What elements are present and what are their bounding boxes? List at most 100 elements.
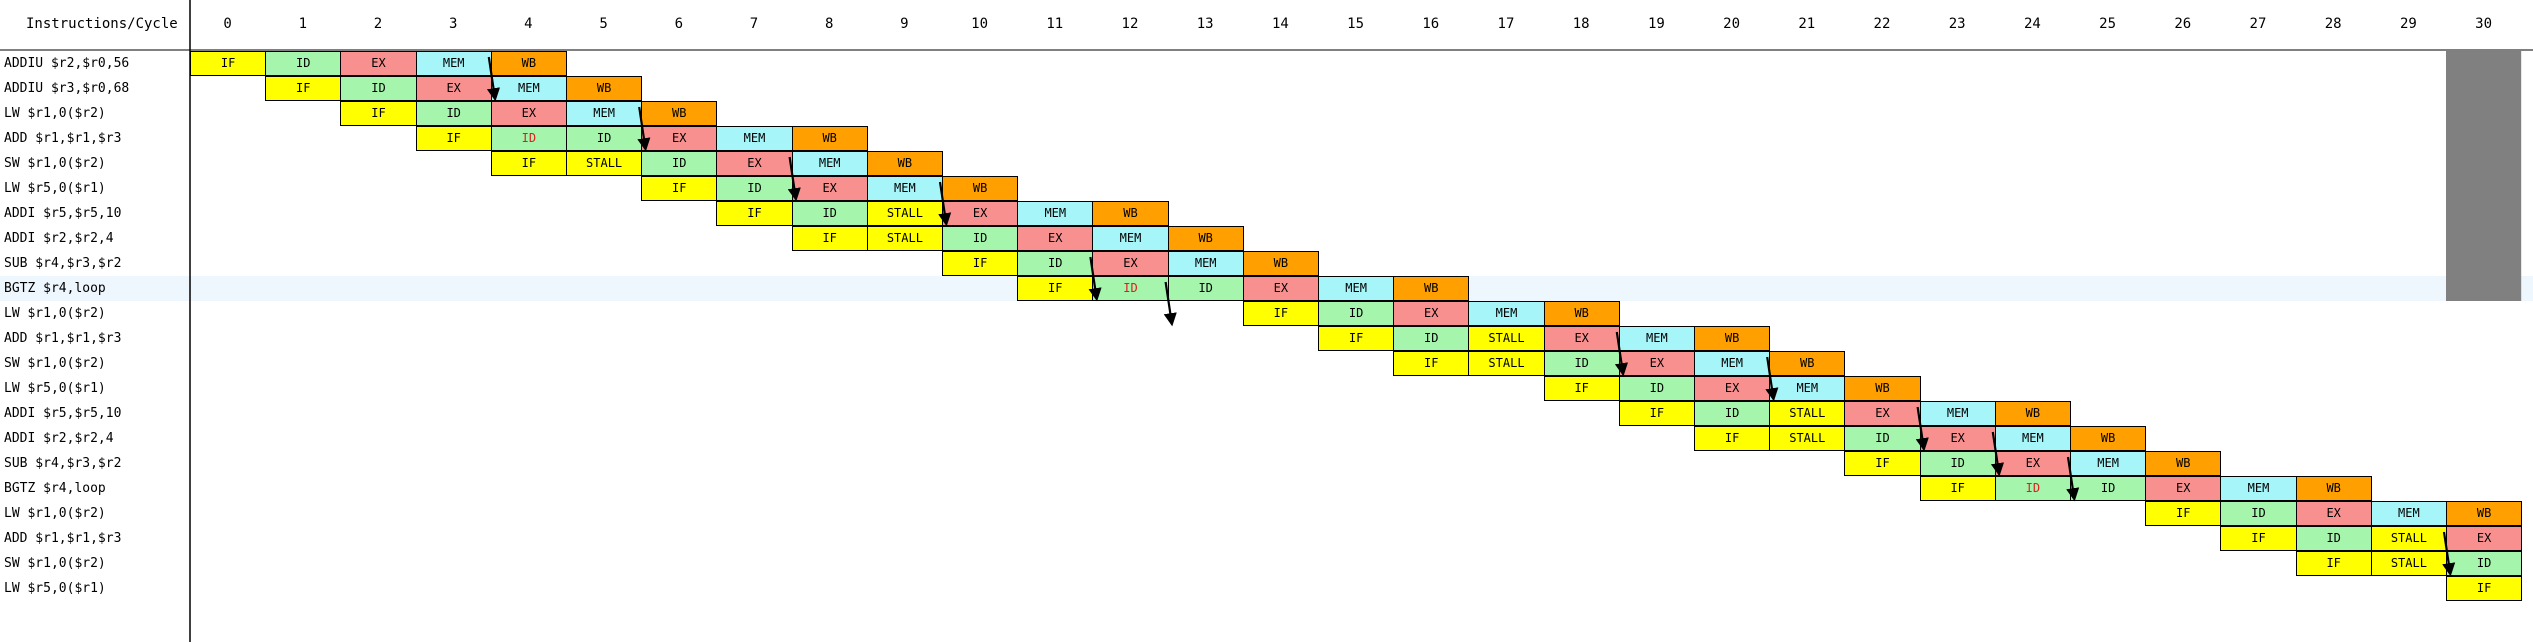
stage-cell-if: IF: [641, 176, 718, 201]
cycle-header-20: 20: [1723, 16, 1741, 32]
instruction-label: SW $r1,0($r2): [4, 356, 106, 371]
stage-cell-id: ID: [2446, 551, 2523, 576]
stage-cell-id: ID: [1167, 276, 1244, 301]
stage-cell-mem: MEM: [1694, 351, 1771, 376]
cycle-header-8: 8: [824, 16, 834, 32]
stage-cell-ex: EX: [1393, 301, 1470, 326]
stage-cell-if: IF: [1694, 426, 1771, 451]
instruction-label: SUB $r4,$r3,$r2: [4, 256, 122, 271]
stage-cell-ex: EX: [1919, 426, 1996, 451]
stage-cell-ex: EX: [1543, 326, 1620, 351]
instruction-label: LW $r5,0($r1): [4, 381, 106, 396]
stage-cell-ex: EX: [1844, 401, 1921, 426]
stage-cell-id: ID: [1318, 301, 1395, 326]
stage-cell-id: ID: [566, 126, 643, 151]
stage-cell-id: ID: [1694, 401, 1771, 426]
stage-cell-if: IF: [2295, 551, 2372, 576]
stage-cell-ex: EX: [1242, 276, 1319, 301]
instruction-label: BGTZ $r4,loop: [4, 481, 106, 496]
stage-cell-ex: EX: [641, 126, 718, 151]
stage-cell-ex: EX: [791, 176, 868, 201]
stage-cell-stall: STALL: [1769, 426, 1846, 451]
stage-cell-mem: MEM: [490, 76, 567, 101]
stage-cell-if: IF: [1318, 326, 1395, 351]
stage-cell-mem: MEM: [1994, 426, 2071, 451]
cycle-header-3: 3: [448, 16, 458, 32]
stage-cell-wb: WB: [1543, 301, 1620, 326]
stage-cell-mem: MEM: [1769, 376, 1846, 401]
stage-cell-wb: WB: [641, 101, 718, 126]
cycle-header-7: 7: [749, 16, 759, 32]
stage-cell-id: ID: [791, 201, 868, 226]
instruction-label: LW $r5,0($r1): [4, 181, 106, 196]
stage-cell-id: ID: [415, 101, 492, 126]
stage-cell-if: IF: [1919, 476, 1996, 501]
stage-cell-ex: EX: [490, 101, 567, 126]
cycle-header-10: 10: [971, 16, 989, 32]
cycle-header-16: 16: [1422, 16, 1440, 32]
stage-cell-if: IF: [340, 101, 417, 126]
stage-cell-wb: WB: [1994, 401, 2071, 426]
cycle-header-21: 21: [1798, 16, 1816, 32]
cycle-header-1: 1: [298, 16, 307, 32]
stage-cell-ex: EX: [716, 151, 793, 176]
instruction-label: ADDIU $r3,$r0,68: [4, 81, 130, 96]
cycle-header-9: 9: [900, 16, 909, 32]
stage-cell-stall: STALL: [866, 201, 943, 226]
cycle-header-19: 19: [1647, 16, 1665, 32]
stage-cell-wb: WB: [2295, 476, 2372, 501]
stage-cell-mem: MEM: [566, 101, 643, 126]
cycle-header-12: 12: [1121, 16, 1139, 32]
stage-cell-id: ID: [1919, 451, 1996, 476]
stage-cell-if: IF: [716, 201, 793, 226]
instruction-label: LW $r1,0($r2): [4, 506, 106, 521]
instruction-label: LW $r1,0($r2): [4, 306, 106, 321]
cycle-header-30: 30: [2475, 16, 2493, 32]
instruction-label: ADD $r1,$r1,$r3: [4, 331, 122, 346]
stage-cell-id: ID: [490, 126, 567, 151]
cycle-header-25: 25: [2099, 16, 2117, 32]
cycle-header-13: 13: [1196, 16, 1214, 32]
stage-cell-stall: STALL: [1769, 401, 1846, 426]
stage-cell-ex: EX: [2446, 526, 2523, 551]
cycle-header-28: 28: [2324, 16, 2342, 32]
stage-cell-id: ID: [1393, 326, 1470, 351]
stage-cell-id: ID: [1618, 376, 1695, 401]
instruction-label: ADDI $r5,$r5,10: [4, 406, 122, 421]
stage-cell-mem: MEM: [2070, 451, 2147, 476]
instruction-label: SW $r1,0($r2): [4, 156, 106, 171]
stage-cell-id: ID: [1844, 426, 1921, 451]
stage-cell-ex: EX: [1618, 351, 1695, 376]
cycle-header-26: 26: [2174, 16, 2192, 32]
stage-cell-ex: EX: [1017, 226, 1094, 251]
stage-cell-id: ID: [2070, 476, 2147, 501]
stage-cell-wb: WB: [2145, 451, 2222, 476]
stage-cell-if: IF: [1618, 401, 1695, 426]
cycle-header-6: 6: [674, 16, 683, 32]
stage-cell-stall: STALL: [1468, 326, 1545, 351]
stage-cell-if: IF: [265, 76, 342, 101]
stage-cell-mem: MEM: [1318, 276, 1395, 301]
stage-cell-stall: STALL: [866, 226, 943, 251]
stage-cell-ex: EX: [942, 201, 1019, 226]
stage-cell-wb: WB: [2446, 501, 2523, 526]
cycle-header-11: 11: [1046, 16, 1064, 32]
instruction-label: ADDIU $r2,$r0,56: [4, 56, 130, 71]
stage-cell-if: IF: [1393, 351, 1470, 376]
header-title: Instructions/Cycle: [26, 16, 178, 32]
cycle-header-22: 22: [1873, 16, 1891, 32]
cycle-header-2: 2: [373, 16, 383, 32]
stage-cell-id: ID: [2295, 526, 2372, 551]
stage-cell-mem: MEM: [415, 51, 492, 76]
stage-cell-ex: EX: [340, 51, 417, 76]
instruction-label: ADDI $r5,$r5,10: [4, 206, 122, 221]
stage-cell-if: IF: [942, 251, 1019, 276]
cycle-header-17: 17: [1497, 16, 1515, 32]
stage-cell-id: ID: [1543, 351, 1620, 376]
stage-cell-if: IF: [1017, 276, 1094, 301]
stage-cell-mem: MEM: [866, 176, 943, 201]
stage-cell-mem: MEM: [791, 151, 868, 176]
stage-cell-if: IF: [791, 226, 868, 251]
stage-cell-if: IF: [190, 51, 267, 76]
